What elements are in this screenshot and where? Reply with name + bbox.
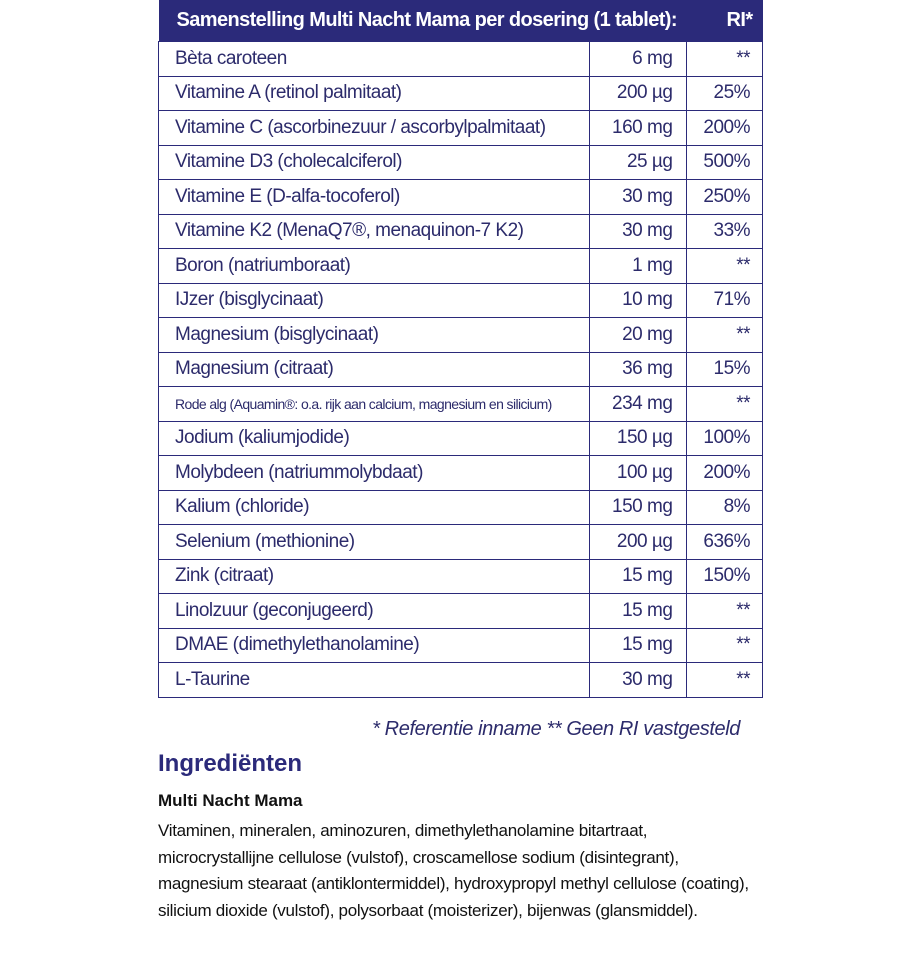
- nutrient-name: Jodium (kaliumjodide): [157, 420, 591, 456]
- ri-value: **: [686, 662, 764, 698]
- nutrient-name: IJzer (bisglycinaat): [157, 282, 591, 318]
- ri-value: 150%: [686, 558, 764, 594]
- nutrient-name: Zink (citraat): [157, 558, 591, 594]
- amount: 200 µg: [589, 75, 688, 111]
- amount: 15 mg: [589, 593, 688, 629]
- amount: 30 mg: [589, 662, 688, 698]
- nutrient-name: Selenium (methionine): [157, 524, 591, 560]
- nutrient-name: DMAE (dimethylethanolamine): [157, 627, 591, 663]
- amount: 20 mg: [589, 317, 688, 353]
- ri-value: 8%: [686, 489, 764, 525]
- ri-value: **: [686, 248, 764, 284]
- nutrient-name: L-Taurine: [157, 662, 591, 698]
- table-row: L-Taurine 30 mg **: [157, 662, 764, 698]
- ingredients-text: Vitaminen, mineralen, aminozuren, dimeth…: [158, 821, 749, 920]
- table-header: Samenstelling Multi Nacht Mama per doser…: [158, 0, 763, 42]
- amount: 100 µg: [589, 455, 688, 491]
- table-row: Rode alg (Aquamin®: o.a. rijk aan calciu…: [157, 386, 764, 422]
- ri-value: **: [686, 41, 764, 77]
- amount: 150 mg: [589, 489, 688, 525]
- ri-value: 200%: [686, 455, 764, 491]
- amount: 1 mg: [589, 248, 688, 284]
- ri-value: **: [686, 317, 764, 353]
- amount: 200 µg: [589, 524, 688, 560]
- nutrient-name: Bèta caroteen: [157, 41, 591, 77]
- table-row: Boron (natriumboraat) 1 mg **: [157, 248, 764, 284]
- amount: 150 µg: [589, 420, 688, 456]
- table-row: IJzer (bisglycinaat) 10 mg 71%: [157, 282, 764, 318]
- table-row: Linolzuur (geconjugeerd) 15 mg **: [157, 593, 764, 629]
- amount: 10 mg: [589, 282, 688, 318]
- nutrient-name: Linolzuur (geconjugeerd): [157, 593, 591, 629]
- ingredients-heading: Ingrediënten: [158, 750, 303, 777]
- amount: 160 mg: [589, 110, 688, 146]
- nutrient-name: Magnesium (bisglycinaat): [157, 317, 591, 353]
- ri-value: 636%: [686, 524, 764, 560]
- table-row: Vitamine D3 (cholecalciferol) 25 µg 500%: [157, 144, 764, 180]
- amount: 30 mg: [589, 179, 688, 215]
- amount: 15 mg: [589, 558, 688, 594]
- ri-value: 500%: [686, 144, 764, 180]
- table-row: Vitamine E (D-alfa-tocoferol) 30 mg 250%: [157, 179, 764, 215]
- ri-value: 100%: [686, 420, 764, 456]
- amount: 15 mg: [589, 627, 688, 663]
- nutrient-name: Kalium (chloride): [157, 489, 591, 525]
- product-name: Multi Nacht Mama: [158, 791, 303, 810]
- table-row: Molybdeen (natriummolybdaat) 100 µg 200%: [157, 455, 764, 491]
- ri-value: 200%: [686, 110, 764, 146]
- nutrient-name: Vitamine K2 (MenaQ7®, menaquinon-7 K2): [157, 213, 591, 249]
- footnote: * Referentie inname ** Geen RI vastgeste…: [372, 718, 740, 740]
- composition-table: Samenstelling Multi Nacht Mama per doser…: [157, 0, 764, 698]
- table-row: Magnesium (bisglycinaat) 20 mg **: [157, 317, 764, 353]
- amount: 234 mg: [589, 386, 688, 422]
- ri-value: 15%: [686, 351, 764, 387]
- ri-value: 25%: [686, 75, 764, 111]
- amount: 30 mg: [589, 213, 688, 249]
- ri-value: **: [686, 627, 764, 663]
- nutrient-name: Vitamine A (retinol palmitaat): [157, 75, 591, 111]
- ri-header: RI*: [686, 0, 763, 42]
- table-row: Kalium (chloride) 150 mg 8%: [157, 489, 764, 525]
- table-row: DMAE (dimethylethanolamine) 15 mg **: [157, 627, 764, 663]
- nutrient-name: Vitamine D3 (cholecalciferol): [157, 144, 591, 180]
- table-row: Zink (citraat) 15 mg 150%: [157, 558, 764, 594]
- nutrient-name: Vitamine E (D-alfa-tocoferol): [157, 179, 591, 215]
- amount: 6 mg: [589, 41, 688, 77]
- table-row: Bèta caroteen 6 mg **: [157, 41, 764, 77]
- table-row: Selenium (methionine) 200 µg 636%: [157, 524, 764, 560]
- table-row: Vitamine C (ascorbinezuur / ascorbylpalm…: [157, 110, 764, 146]
- nutrient-name: Vitamine C (ascorbinezuur / ascorbylpalm…: [157, 110, 591, 146]
- table-row: Jodium (kaliumjodide) 150 µg 100%: [157, 420, 764, 456]
- ri-value: 250%: [686, 179, 764, 215]
- ri-value: **: [686, 386, 764, 422]
- amount: 36 mg: [589, 351, 688, 387]
- table-title: Samenstelling Multi Nacht Mama per doser…: [158, 0, 687, 42]
- table-row: Vitamine K2 (MenaQ7®, menaquinon-7 K2) 30…: [157, 213, 764, 249]
- nutrient-name: Boron (natriumboraat): [157, 248, 591, 284]
- ri-value: 33%: [686, 213, 764, 249]
- ri-value: 71%: [686, 282, 764, 318]
- nutrient-name: Rode alg (Aquamin®: o.a. rijk aan calciu…: [157, 386, 591, 422]
- table-row: Magnesium (citraat) 36 mg 15%: [157, 351, 764, 387]
- nutrient-name: Magnesium (citraat): [157, 351, 591, 387]
- amount: 25 µg: [589, 144, 688, 180]
- ri-value: **: [686, 593, 764, 629]
- nutrient-name: Molybdeen (natriummolybdaat): [157, 455, 591, 491]
- table-row: Vitamine A (retinol palmitaat) 200 µg 25%: [157, 75, 764, 111]
